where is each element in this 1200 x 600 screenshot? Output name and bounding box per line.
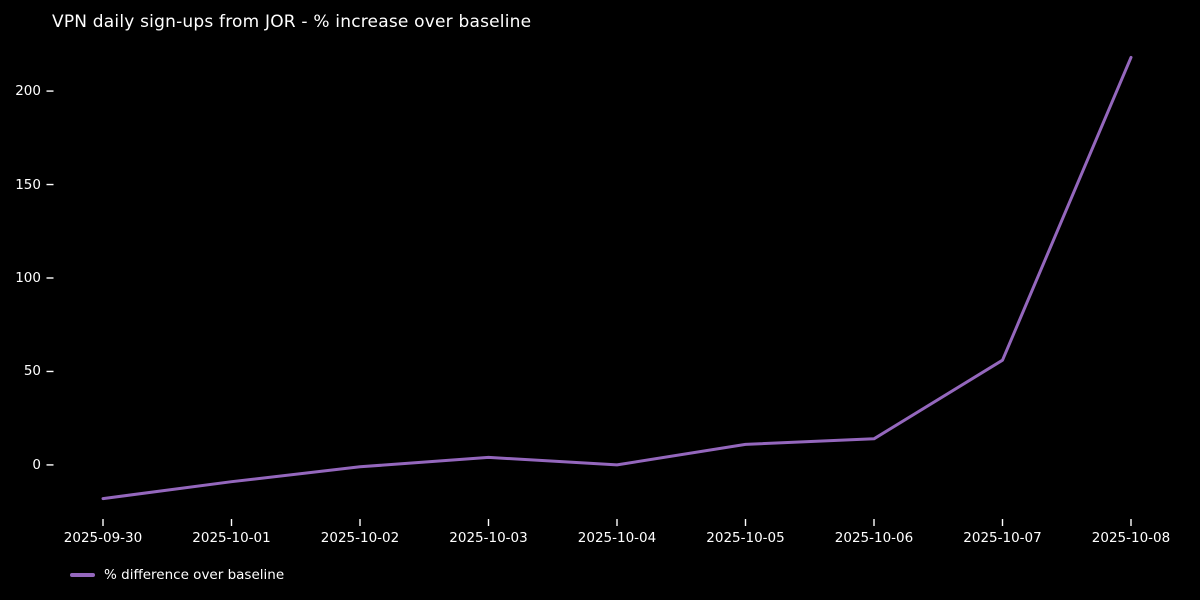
- y-tick-label: 0: [32, 456, 41, 473]
- y-tick-label: 50: [23, 363, 41, 380]
- legend-label: % difference over baseline: [104, 567, 285, 583]
- y-tick-label: 200: [15, 83, 41, 100]
- x-tick-label: 2025-10-01: [192, 530, 271, 546]
- x-tick-label: 2025-10-04: [577, 530, 657, 546]
- x-tick-label: 2025-09-30: [63, 530, 143, 546]
- x-tick-label: 2025-10-02: [320, 530, 400, 546]
- x-tick-label: 2025-10-03: [449, 530, 528, 546]
- series-line: [101, 55, 1133, 501]
- x-tick-label: 2025-10-05: [706, 530, 785, 546]
- y-tick-label: 100: [15, 270, 41, 286]
- legend-line-swatch-icon: [70, 573, 95, 577]
- y-tick-label: 150: [15, 176, 41, 193]
- chart-title: VPN daily sign-ups from JOR - % increase…: [52, 12, 532, 32]
- x-tick-label: 2025-10-07: [963, 530, 1042, 546]
- x-tick-label: 2025-10-06: [834, 530, 914, 546]
- x-tick-label: 2025-10-08: [1091, 530, 1171, 546]
- legend: % difference over baseline: [70, 566, 284, 584]
